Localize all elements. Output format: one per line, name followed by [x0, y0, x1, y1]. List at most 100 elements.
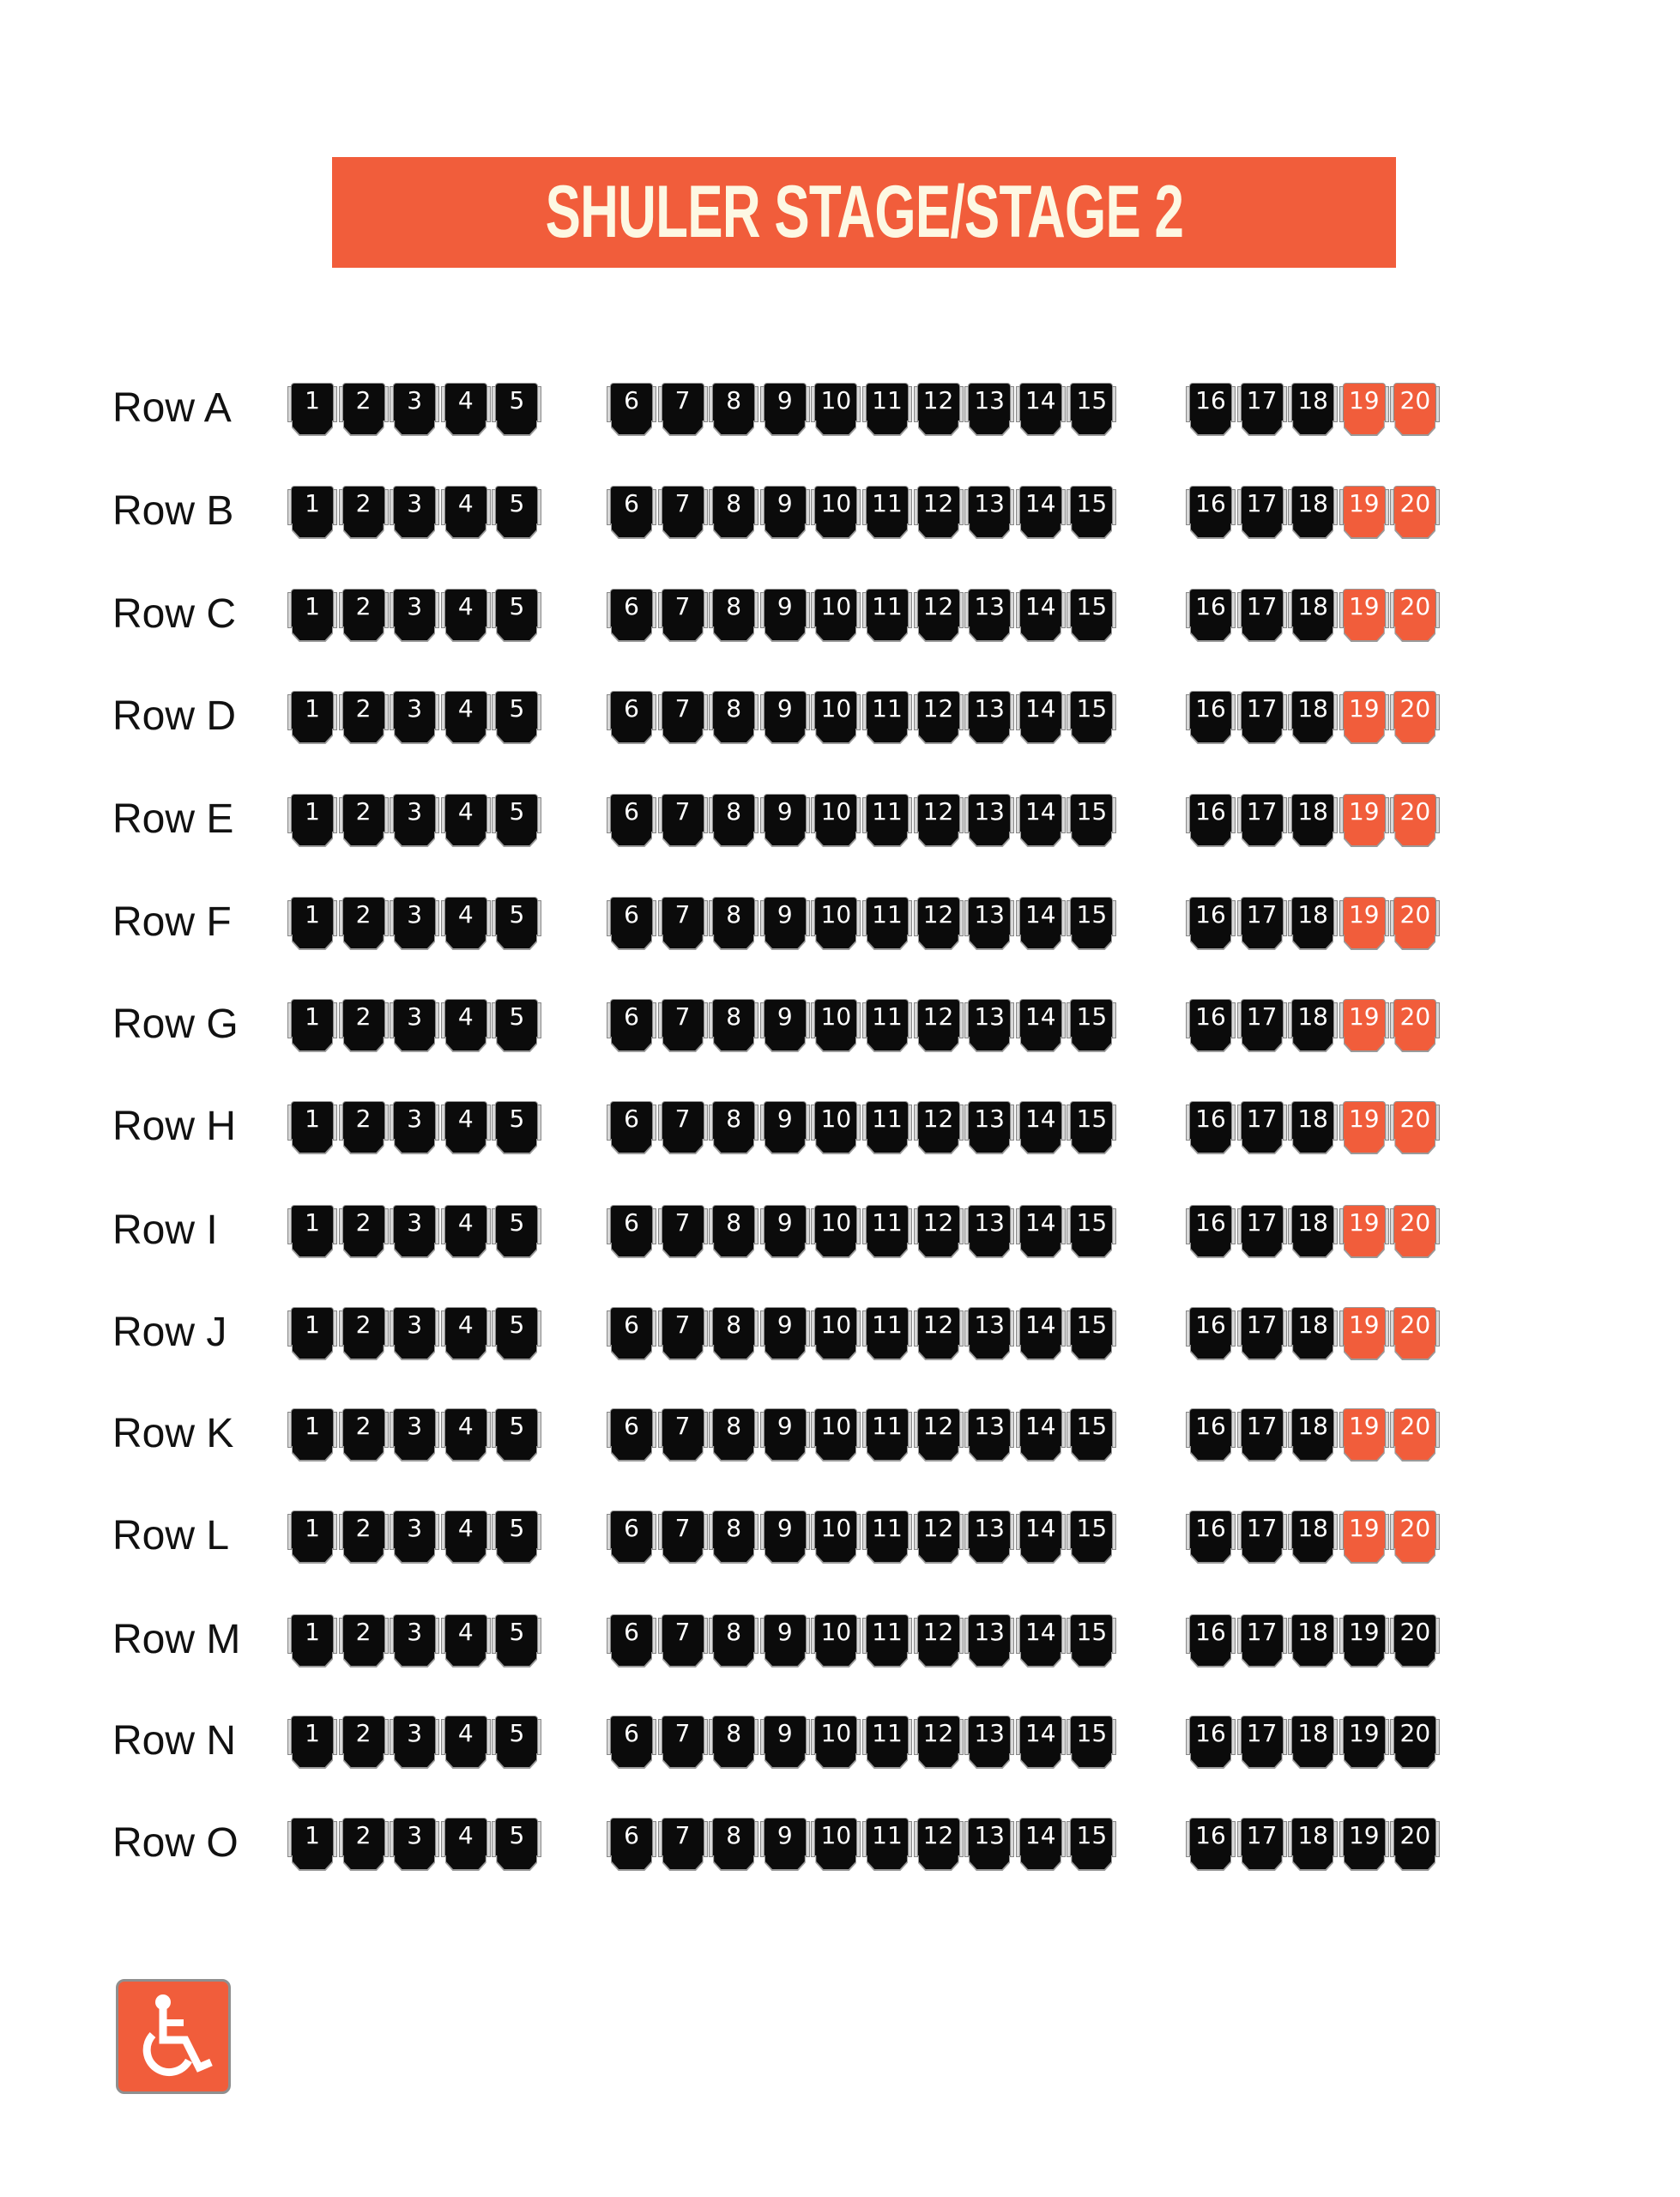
seat[interactable]: 15: [1067, 383, 1117, 436]
seat[interactable]: 6: [607, 486, 656, 539]
seat[interactable]: 3: [390, 897, 440, 950]
seat[interactable]: 10: [811, 486, 861, 539]
seat[interactable]: 8: [709, 1818, 759, 1871]
seat[interactable]: 14: [1015, 794, 1066, 847]
seat[interactable]: 15: [1067, 1614, 1117, 1667]
seat[interactable]: 13: [964, 1818, 1015, 1871]
seat[interactable]: 20: [1390, 1614, 1441, 1667]
seat[interactable]: 10: [811, 691, 861, 744]
seat[interactable]: 14: [1015, 1205, 1066, 1258]
seat[interactable]: 11: [861, 897, 912, 950]
seat[interactable]: 3: [390, 691, 440, 744]
seat[interactable]: 14: [1015, 1408, 1066, 1462]
seat[interactable]: 4: [440, 999, 491, 1052]
seat[interactable]: 13: [964, 1716, 1015, 1769]
seat[interactable]: 13: [964, 999, 1015, 1052]
seat[interactable]: 17: [1236, 1307, 1287, 1360]
seat[interactable]: 10: [811, 383, 861, 436]
seat[interactable]: 14: [1015, 1716, 1066, 1769]
seat[interactable]: 10: [811, 1716, 861, 1769]
accessible-seat[interactable]: 19: [1339, 383, 1389, 436]
seat[interactable]: 5: [492, 691, 542, 744]
seat[interactable]: 12: [913, 1510, 964, 1564]
seat[interactable]: 2: [338, 1510, 389, 1564]
seat[interactable]: 11: [861, 1101, 912, 1154]
seat[interactable]: 18: [1288, 589, 1339, 642]
seat[interactable]: 9: [759, 1408, 810, 1462]
seat[interactable]: 7: [657, 691, 708, 744]
seat[interactable]: 14: [1015, 1510, 1066, 1564]
accessible-seat[interactable]: 19: [1339, 897, 1389, 950]
seat[interactable]: 10: [811, 1614, 861, 1667]
seat[interactable]: 9: [759, 1510, 810, 1564]
seat[interactable]: 18: [1288, 1205, 1339, 1258]
seat[interactable]: 20: [1390, 1716, 1441, 1769]
seat[interactable]: 18: [1288, 486, 1339, 539]
seat[interactable]: 5: [492, 383, 542, 436]
seat[interactable]: 14: [1015, 1614, 1066, 1667]
seat[interactable]: 3: [390, 486, 440, 539]
seat[interactable]: 17: [1236, 589, 1287, 642]
seat[interactable]: 1: [287, 589, 337, 642]
seat[interactable]: 2: [338, 1614, 389, 1667]
seat[interactable]: 8: [709, 486, 759, 539]
seat[interactable]: 8: [709, 794, 759, 847]
seat[interactable]: 13: [964, 1408, 1015, 1462]
seat[interactable]: 2: [338, 1408, 389, 1462]
seat[interactable]: 18: [1288, 999, 1339, 1052]
seat[interactable]: 17: [1236, 1205, 1287, 1258]
seat[interactable]: 5: [492, 1818, 542, 1871]
accessible-seat[interactable]: 19: [1339, 1101, 1389, 1154]
seat[interactable]: 14: [1015, 897, 1066, 950]
accessible-seat[interactable]: 19: [1339, 589, 1389, 642]
seat[interactable]: 18: [1288, 1818, 1339, 1871]
seat[interactable]: 2: [338, 589, 389, 642]
seat[interactable]: 2: [338, 897, 389, 950]
accessible-seat[interactable]: 20: [1390, 794, 1441, 847]
seat[interactable]: 16: [1186, 1818, 1236, 1871]
seat[interactable]: 6: [607, 897, 656, 950]
seat[interactable]: 18: [1288, 1307, 1339, 1360]
seat[interactable]: 5: [492, 1101, 542, 1154]
seat[interactable]: 5: [492, 1408, 542, 1462]
seat[interactable]: 13: [964, 383, 1015, 436]
seat[interactable]: 2: [338, 691, 389, 744]
seat[interactable]: 16: [1186, 1408, 1236, 1462]
seat[interactable]: 2: [338, 1307, 389, 1360]
seat[interactable]: 18: [1288, 794, 1339, 847]
accessible-seat[interactable]: 19: [1339, 691, 1389, 744]
seat[interactable]: 10: [811, 1818, 861, 1871]
seat[interactable]: 6: [607, 589, 656, 642]
seat[interactable]: 8: [709, 691, 759, 744]
seat[interactable]: 13: [964, 1510, 1015, 1564]
seat[interactable]: 17: [1236, 1408, 1287, 1462]
seat[interactable]: 11: [861, 589, 912, 642]
seat[interactable]: 9: [759, 999, 810, 1052]
seat[interactable]: 16: [1186, 999, 1236, 1052]
accessible-seat[interactable]: 19: [1339, 1205, 1389, 1258]
seat[interactable]: 12: [913, 999, 964, 1052]
seat[interactable]: 3: [390, 1510, 440, 1564]
seat[interactable]: 8: [709, 1205, 759, 1258]
seat[interactable]: 6: [607, 1614, 656, 1667]
seat[interactable]: 17: [1236, 383, 1287, 436]
seat[interactable]: 18: [1288, 1716, 1339, 1769]
seat[interactable]: 2: [338, 794, 389, 847]
seat[interactable]: 9: [759, 1614, 810, 1667]
seat[interactable]: 9: [759, 1716, 810, 1769]
seat[interactable]: 16: [1186, 1716, 1236, 1769]
seat[interactable]: 17: [1236, 691, 1287, 744]
seat[interactable]: 17: [1236, 794, 1287, 847]
seat[interactable]: 3: [390, 589, 440, 642]
seat[interactable]: 18: [1288, 1510, 1339, 1564]
seat[interactable]: 16: [1186, 691, 1236, 744]
seat[interactable]: 2: [338, 1101, 389, 1154]
seat[interactable]: 18: [1288, 691, 1339, 744]
accessible-seat[interactable]: 20: [1390, 1510, 1441, 1564]
seat[interactable]: 15: [1067, 1205, 1117, 1258]
seat[interactable]: 6: [607, 794, 656, 847]
seat[interactable]: 6: [607, 383, 656, 436]
seat[interactable]: 17: [1236, 1716, 1287, 1769]
accessible-seat[interactable]: 20: [1390, 1101, 1441, 1154]
seat[interactable]: 2: [338, 999, 389, 1052]
